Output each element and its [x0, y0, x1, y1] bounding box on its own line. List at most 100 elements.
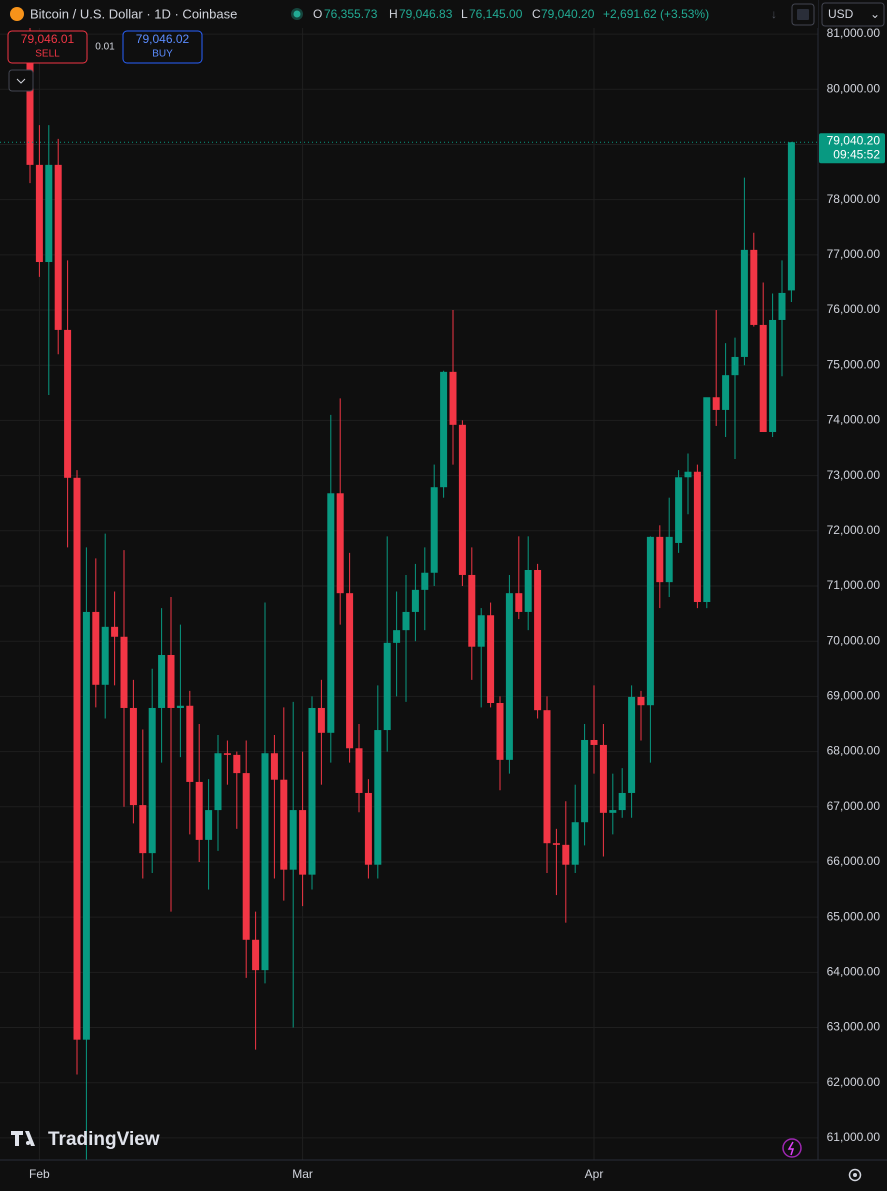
buy-price[interactable]: 79,046.02 — [136, 32, 190, 46]
screenshot-icon — [797, 9, 809, 20]
currency[interactable]: USD — [828, 7, 854, 21]
candle-body — [233, 754, 241, 774]
candle-body — [355, 748, 363, 793]
brand-logo — [11, 1131, 35, 1146]
y-tick-label: 61,000.00 — [827, 1130, 881, 1144]
y-tick-label: 80,000.00 — [827, 81, 881, 95]
y-tick-label: 64,000.00 — [827, 965, 881, 979]
sell-price[interactable]: 79,046.01 — [21, 32, 75, 46]
settings-icon-center — [853, 1173, 857, 1177]
screenshot-button[interactable] — [791, 3, 815, 26]
currency-select[interactable] — [821, 2, 885, 27]
last-price-box — [819, 133, 885, 164]
y-tick-label: 77,000.00 — [827, 247, 881, 261]
candle-body — [421, 572, 429, 590]
assistant-bolt — [787, 1141, 795, 1156]
symbol-icon — [10, 7, 24, 21]
candle-body — [750, 249, 758, 325]
candle-body — [261, 753, 269, 971]
candle-body — [487, 615, 495, 704]
candle-body — [778, 292, 786, 320]
y-tick-label: 66,000.00 — [827, 854, 881, 868]
low-value: 76,145.00 — [469, 7, 523, 21]
candle-body — [628, 696, 636, 793]
y-tick-label: 62,000.00 — [827, 1075, 881, 1089]
spread: 0.01 — [95, 42, 115, 53]
candle-body — [54, 164, 62, 330]
candle-body — [242, 773, 250, 940]
candle-body — [759, 324, 767, 433]
y-tick-label: 68,000.00 — [827, 744, 881, 758]
candle-body — [158, 654, 166, 708]
grid — [0, 0, 818, 1160]
candle-body — [665, 536, 673, 583]
candle-body — [609, 810, 617, 813]
candle-body — [458, 424, 466, 575]
change: +2,691.62 (+3.53%) — [603, 7, 709, 21]
x-tick-label: Feb — [29, 1167, 50, 1181]
close-label: C — [532, 7, 541, 21]
candle-body — [703, 397, 711, 603]
y-tick-label: 72,000.00 — [827, 523, 881, 537]
candle-body — [552, 843, 560, 845]
candle-body — [769, 319, 777, 433]
y-tick-label: 76,000.00 — [827, 302, 881, 316]
candle-body — [308, 707, 316, 875]
candle-body — [740, 249, 748, 357]
settings-icon[interactable] — [848, 1168, 862, 1182]
candle-body — [176, 705, 184, 708]
y-tick-label: 74,000.00 — [827, 413, 881, 427]
y-tick-label: 78,000.00 — [827, 192, 881, 206]
assistant-icon[interactable] — [782, 1138, 802, 1158]
candle-body — [515, 593, 523, 612]
candle-body — [270, 753, 278, 780]
y-tick-label: 81,000.00 — [827, 26, 881, 40]
candle-body — [317, 707, 325, 733]
candle-body — [440, 371, 448, 488]
candle-body — [186, 705, 194, 782]
candle-body — [571, 822, 579, 865]
candle-body — [252, 939, 260, 971]
open-label: O — [313, 7, 322, 21]
high-value: 79,046.83 — [399, 7, 453, 21]
candle-body — [543, 710, 551, 844]
candle-body — [35, 164, 43, 263]
candle-body — [496, 703, 504, 760]
high-label: H — [389, 7, 398, 21]
open-value: 76,355.73 — [324, 7, 378, 21]
candle-body — [581, 739, 589, 823]
candle-body — [675, 477, 683, 543]
buy-label[interactable]: BUY — [152, 49, 173, 60]
candle-body — [82, 611, 90, 1040]
symbol[interactable]: Bitcoin / U.S. Dollar · 1D · Coinbase — [30, 6, 237, 21]
candle-body — [787, 142, 795, 291]
candle-body — [205, 810, 213, 840]
candle-body — [289, 810, 297, 870]
status-dot — [293, 10, 301, 18]
candle-body — [712, 397, 720, 410]
candle-body — [684, 471, 692, 478]
candle-body — [195, 781, 203, 840]
candle-body — [477, 615, 485, 647]
sell-button[interactable] — [7, 30, 88, 64]
candle-body — [214, 753, 222, 811]
y-tick-label: 73,000.00 — [827, 468, 881, 482]
candle-body — [101, 626, 109, 685]
candle-body — [299, 810, 307, 875]
candle-body — [393, 630, 401, 643]
collapse-icon — [16, 78, 26, 84]
y-tick-label: 71,000.00 — [827, 578, 881, 592]
collapse-button[interactable] — [8, 69, 34, 92]
close-value: 79,040.20 — [541, 7, 595, 21]
candle-body — [430, 487, 438, 573]
buy-button[interactable] — [122, 30, 203, 64]
last-price-label: 79,040.20 — [827, 133, 881, 147]
sell-label[interactable]: SELL — [35, 49, 60, 60]
low-label: L — [461, 7, 468, 21]
candle-body — [383, 642, 391, 731]
y-tick-label: 69,000.00 — [827, 689, 881, 703]
last-price-countdown: 09:45:52 — [833, 147, 880, 161]
arrow-icon[interactable]: ↓ — [771, 7, 777, 21]
